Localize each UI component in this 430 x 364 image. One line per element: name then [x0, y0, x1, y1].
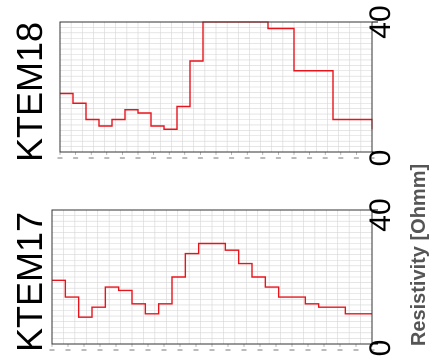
plot-area-bottom [49, 209, 378, 351]
x-tick-label [289, 349, 295, 351]
x-tick-label [182, 157, 188, 159]
panel-title-bottom: KTEM17 [9, 212, 50, 352]
x-tick-label [369, 349, 375, 351]
x-tick-label [129, 349, 135, 351]
x-tick-label [197, 157, 203, 159]
y-axis-label: Resistivity [Ohmm] [408, 164, 430, 346]
x-tick-label [307, 157, 313, 159]
x-tick-label [49, 349, 55, 351]
x-tick-label [241, 349, 247, 351]
x-tick-label [291, 157, 297, 159]
x-tick-label [135, 157, 141, 159]
x-tick-label [145, 349, 151, 351]
x-tick-label [193, 349, 199, 351]
x-tick-label [65, 349, 71, 351]
resistivity-series-line [60, 21, 373, 130]
x-tick-label [273, 349, 279, 351]
x-tick-label [161, 349, 167, 351]
x-tick-label [369, 157, 375, 159]
x-tick-label [88, 157, 94, 159]
panel-title-top: KTEM18 [9, 22, 50, 162]
x-tick-label [260, 157, 266, 159]
x-tick-label [244, 157, 250, 159]
x-tick-label [213, 157, 219, 159]
x-tick-label [113, 349, 119, 351]
x-tick-label [166, 157, 172, 159]
x-tick-label [209, 349, 215, 351]
x-tick-label [81, 349, 87, 351]
ylim-max-label-bottom: 40 [364, 198, 397, 231]
x-tick-label [275, 157, 281, 159]
x-tick-label [353, 157, 359, 159]
x-tick-label [57, 157, 63, 159]
x-tick-label [177, 349, 183, 351]
x-tick-label [225, 349, 231, 351]
x-tick-label [257, 349, 263, 351]
ylim-min-label-bottom: 0 [364, 340, 397, 357]
plot-area-top [57, 21, 378, 159]
x-tick-label [322, 157, 328, 159]
plot-frame [51, 209, 373, 345]
ylim-max-label-top: 40 [364, 5, 397, 38]
resistivity-series-line [52, 242, 372, 318]
x-tick-label [229, 157, 235, 159]
x-tick-label [119, 157, 125, 159]
x-tick-label [73, 157, 79, 159]
x-tick-label [104, 157, 110, 159]
x-tick-label [337, 349, 343, 351]
x-tick-label [338, 157, 344, 159]
x-tick-label [321, 349, 327, 351]
x-tick-label [97, 349, 103, 351]
plot-frame [59, 21, 373, 153]
ylim-min-label-top: 0 [364, 150, 397, 167]
x-tick-label [305, 349, 311, 351]
x-tick-label [353, 349, 359, 351]
x-tick-label [151, 157, 157, 159]
